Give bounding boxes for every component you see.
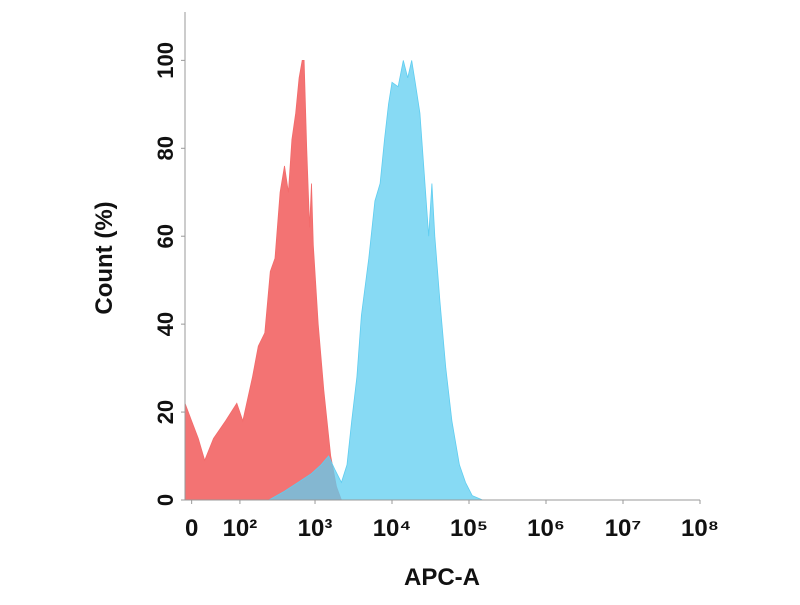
y-tick-label: 100 [153,42,178,79]
x-tick-label: 0 [185,515,198,542]
y-tick-label: 20 [153,400,178,424]
x-tick-label: 10⁴ [373,515,412,542]
y-tick-label: 0 [153,494,178,506]
y-axis-label: Count (%) [91,201,118,314]
x-tick-label: 10⁷ [605,515,642,542]
histogram-area [184,60,342,501]
x-tick-label: 10⁵ [450,515,488,542]
y-tick-label: 60 [153,224,178,248]
y-tick-label: 40 [153,312,178,336]
x-tick-label: 10² [223,515,258,542]
x-tick-label: 10³ [298,515,333,542]
y-tick-label: 80 [153,136,178,160]
histogram-area [267,60,483,501]
x-tick-label: 10⁶ [527,515,565,542]
x-axis-label: APC-A [404,564,480,591]
x-tick-label: 10⁸ [681,515,719,542]
